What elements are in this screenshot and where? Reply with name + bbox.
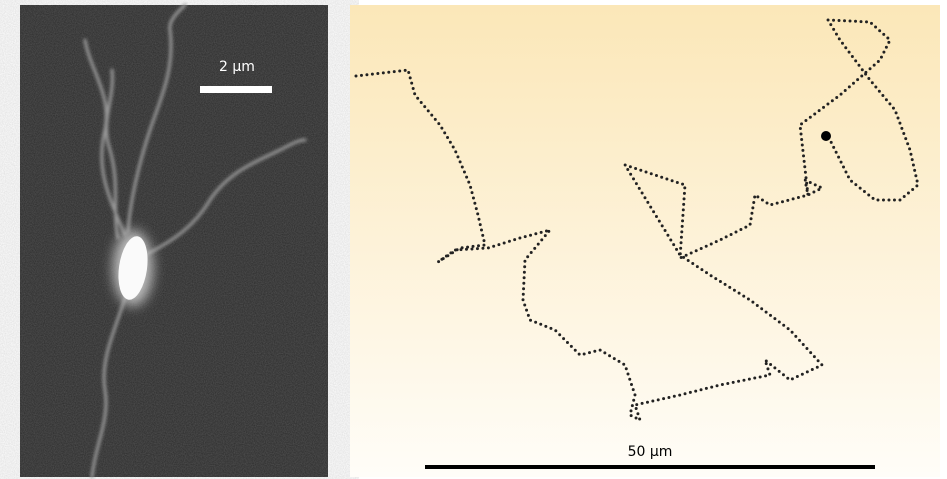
micrograph-noise (20, 5, 328, 477)
scale-label: 2 µm (219, 59, 255, 75)
figure: 2 µm 50 µm (0, 0, 947, 479)
micrograph: 2 µm (20, 5, 328, 477)
start-point (821, 131, 831, 141)
scale-label: 50 µm (628, 444, 673, 460)
scale-bar (200, 86, 272, 93)
trajectory-panel: 50 µm (350, 5, 940, 477)
trajectory-background (350, 5, 940, 477)
